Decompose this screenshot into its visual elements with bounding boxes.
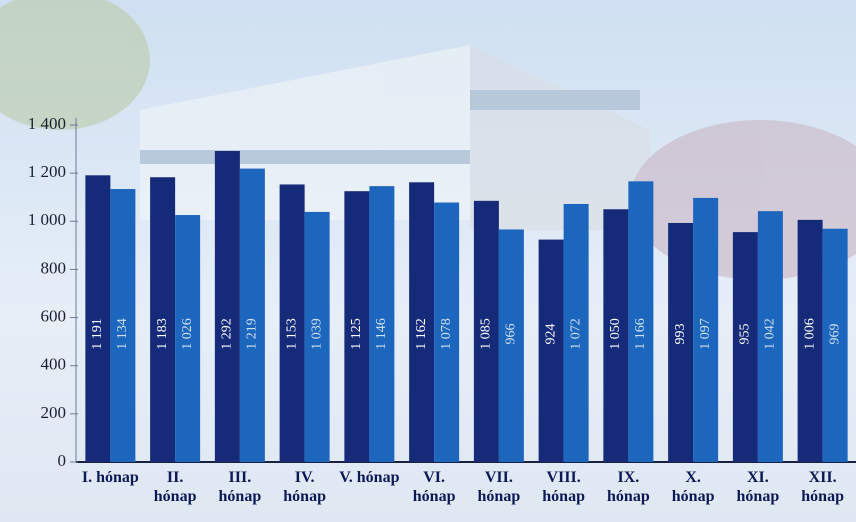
x-tick-label: II. hónap xyxy=(144,468,206,506)
x-tick-label: VI. hónap xyxy=(403,468,465,506)
y-tick-label: 1 000 xyxy=(28,210,66,229)
value-label: 966 xyxy=(504,323,519,344)
value-label: 1 125 xyxy=(349,318,364,350)
value-label: 993 xyxy=(673,323,688,344)
y-tick-label: 1 200 xyxy=(28,162,66,181)
value-label: 1 026 xyxy=(180,318,195,350)
chart: 0 200 400 600 800 1 000 1 200 1 400 1 191 1 134 1 … xyxy=(0,0,856,522)
value-label: 1 166 xyxy=(633,318,648,350)
x-tick-label: VII. hónap xyxy=(468,468,530,506)
value-label: 1 050 xyxy=(608,318,623,350)
bar xyxy=(240,169,265,462)
x-tick-label: IX. hónap xyxy=(597,468,659,506)
value-label: 1 153 xyxy=(284,318,299,350)
value-label: 1 097 xyxy=(698,318,713,350)
x-tick-label: XI. hónap xyxy=(727,468,789,506)
value-label: 1 006 xyxy=(802,318,817,350)
value-label: 969 xyxy=(827,323,842,344)
x-tick-label: III. hónap xyxy=(209,468,271,506)
y-tick-label: 1 400 xyxy=(28,114,66,133)
value-label: 1 042 xyxy=(763,318,778,350)
value-label: 1 162 xyxy=(414,318,429,350)
y-tick-label: 600 xyxy=(41,306,67,325)
value-label: 1 146 xyxy=(374,318,389,350)
bar xyxy=(215,151,240,462)
x-tick-label: V. hónap xyxy=(338,468,400,487)
value-label: 1 183 xyxy=(155,318,170,350)
value-label: 955 xyxy=(738,323,753,344)
x-tick-label: X. hónap xyxy=(662,468,724,506)
value-label: 1 039 xyxy=(309,318,324,350)
value-label: 1 078 xyxy=(439,318,454,350)
y-tick-label: 0 xyxy=(58,451,67,470)
bar xyxy=(499,229,524,462)
bar xyxy=(539,240,564,462)
chart-svg: 0 200 400 600 800 1 000 1 200 1 400 1 191 1 134 1 … xyxy=(0,0,856,522)
value-label: 1 292 xyxy=(220,318,235,350)
x-tick-label: VIII. hónap xyxy=(533,468,595,506)
y-tick-label: 800 xyxy=(41,258,67,277)
value-label: 1 134 xyxy=(115,318,130,350)
y-tick-label: 400 xyxy=(41,355,67,374)
value-label: 1 219 xyxy=(245,318,260,350)
value-label: 1 085 xyxy=(479,318,494,350)
x-tick-label: IV. hónap xyxy=(274,468,336,506)
value-label: 1 191 xyxy=(90,318,105,350)
y-tick-label: 200 xyxy=(41,403,67,422)
bar xyxy=(733,232,758,462)
value-label: 924 xyxy=(543,323,558,344)
x-tick-label: I. hónap xyxy=(79,468,141,487)
x-tick-label: XII. hónap xyxy=(792,468,854,506)
value-label: 1 072 xyxy=(568,318,583,350)
